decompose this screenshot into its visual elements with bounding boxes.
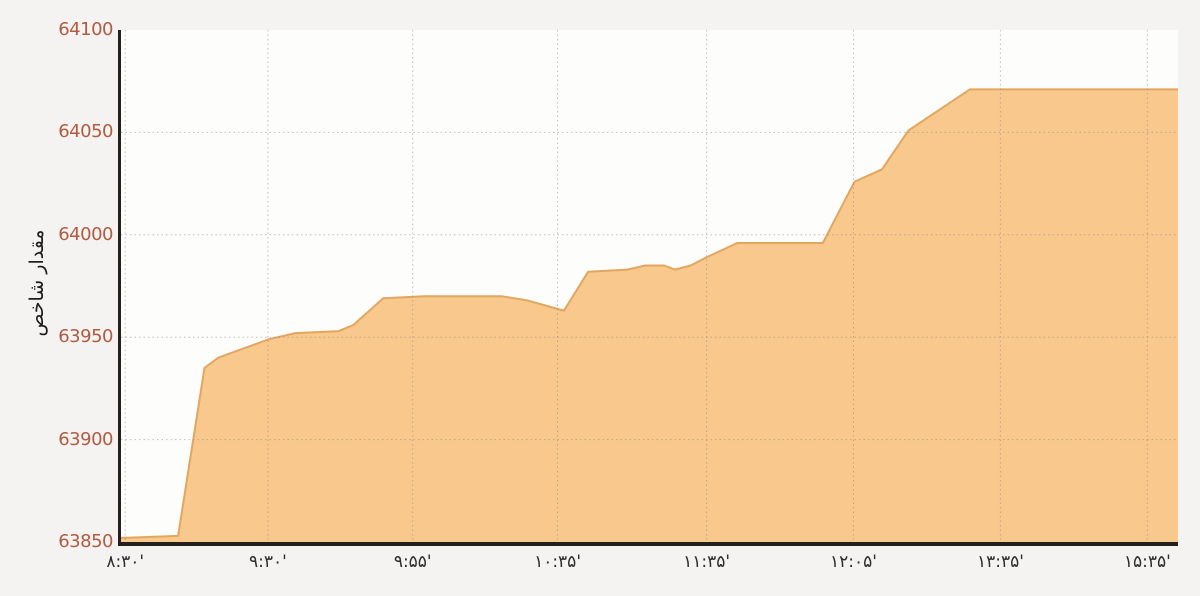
- x-tick-label: ۱۳:۳۵': [976, 552, 1024, 572]
- y-tick-label: 64050: [58, 121, 113, 143]
- x-tick-label: ۱۱:۳۵': [683, 552, 731, 572]
- x-tick-label: ۸:۳۰': [106, 552, 145, 572]
- y-axis-line: [118, 30, 121, 542]
- y-tick-label: 63850: [58, 531, 113, 552]
- y-tick-label: 64100: [58, 19, 113, 40]
- x-tick-label: ۱۲:۰۵': [830, 552, 877, 572]
- y-tick-label: 63900: [58, 428, 113, 450]
- plot-area: [121, 30, 1178, 542]
- x-axis-line: [118, 542, 1178, 546]
- x-tick-label: ۱۰:۳۵': [534, 552, 581, 572]
- x-tick-label: ۱۵:۳۵': [1123, 552, 1171, 572]
- area-fill: [121, 89, 1178, 542]
- x-tick-label: ۹:۳۰': [249, 552, 287, 572]
- area-series-svg: [121, 30, 1178, 542]
- series-line: [121, 88, 1178, 539]
- x-tick-label: ۹:۵۵': [393, 552, 432, 572]
- y-tick-label: 64000: [58, 223, 113, 245]
- y-tick-label: 63950: [58, 326, 113, 348]
